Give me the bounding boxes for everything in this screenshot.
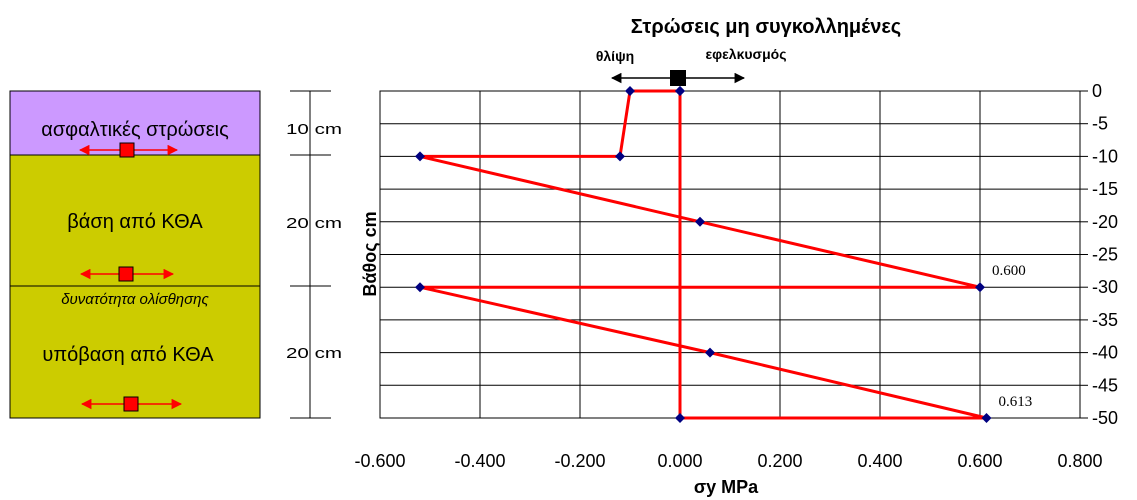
chart-title: Στρώσεις μη συγκολλημένες <box>631 16 901 38</box>
x-tick-label: 0.400 <box>857 451 902 471</box>
asphalt-label: ασφαλτικές στρώσεις <box>41 119 229 141</box>
interface-marker-subbase <box>80 396 183 412</box>
base-layer <box>9 154 261 287</box>
series-group <box>415 86 992 423</box>
annotation-group: 0.600 0.613 <box>992 263 1032 410</box>
x-tick-labels: -0.600 -0.400 -0.200 0.000 0.200 0.400 0.600 0.… <box>354 451 1102 471</box>
data-point <box>695 216 705 227</box>
base-label: βάση από ΚΘΑ <box>67 211 203 233</box>
subbase-label: υπόβαση από ΚΘΑ <box>42 344 214 366</box>
y-tick-label: -15 <box>1092 179 1118 199</box>
x-axis-label: σy MPa <box>694 477 759 497</box>
direction-marker <box>670 70 686 86</box>
asphalt-thickness: 10 cm <box>286 121 342 138</box>
thickness-dimension: 10 cm 20 cm 20 cm <box>286 90 342 419</box>
x-tick-label: 0.200 <box>757 451 802 471</box>
data-label: 0.613 <box>999 394 1033 410</box>
x-tick-label: -0.400 <box>454 451 505 471</box>
y-tick-label: -20 <box>1092 212 1118 232</box>
stress-chart: -0.600 -0.400 -0.200 0.000 0.200 0.400 0.600 0.… <box>354 81 1118 471</box>
subbase-layer <box>9 285 261 419</box>
data-point <box>415 151 425 162</box>
base-thickness: 20 cm <box>286 215 342 232</box>
compression-label: θλίψη <box>596 48 634 64</box>
data-point <box>975 282 985 293</box>
data-point <box>675 413 685 423</box>
x-tick-label: -0.600 <box>354 451 405 471</box>
x-tick-label: -0.200 <box>554 451 605 471</box>
y-tick-label: -25 <box>1092 245 1118 265</box>
subbase-thickness: 20 cm <box>286 345 342 362</box>
y-tick-label: -30 <box>1092 277 1118 297</box>
y-tick-labels: 0 -5 -10 -15 -20 -25 -30 -35 -40 -45 -50 <box>1092 81 1118 428</box>
x-tick-label: 0.000 <box>657 451 702 471</box>
interface-marker-asphalt <box>78 142 179 158</box>
asphalt-layer <box>9 90 261 156</box>
x-tick-label: 0.600 <box>957 451 1002 471</box>
tension-label: εφελκυσμός <box>705 46 786 62</box>
x-tick-label: 0.800 <box>1057 451 1102 471</box>
y-tick-label: -50 <box>1092 408 1118 428</box>
y-axis-label: Βάθος cm <box>360 211 380 296</box>
interface-marker-base <box>79 266 175 282</box>
y-tick-label: -45 <box>1092 375 1118 395</box>
data-label: 0.600 <box>992 263 1026 279</box>
data-point <box>415 282 425 293</box>
y-tick-label: 0 <box>1092 81 1102 101</box>
layer-diagram: ασφαλτικές στρώσεις βάση από ΚΘΑ δυνατότ… <box>9 90 261 419</box>
y-tick-label: -40 <box>1092 343 1118 363</box>
chart-grid <box>379 90 1088 419</box>
data-point <box>625 86 635 96</box>
y-tick-label: -5 <box>1092 114 1108 134</box>
data-point <box>675 86 685 96</box>
slip-label: δυνατότητα ολίσθησης <box>61 291 209 308</box>
data-point <box>705 347 715 358</box>
data-point <box>981 413 992 423</box>
data-point <box>615 151 625 162</box>
y-tick-label: -10 <box>1092 146 1118 166</box>
y-tick-label: -35 <box>1092 310 1118 330</box>
direction-arrows <box>610 70 746 86</box>
